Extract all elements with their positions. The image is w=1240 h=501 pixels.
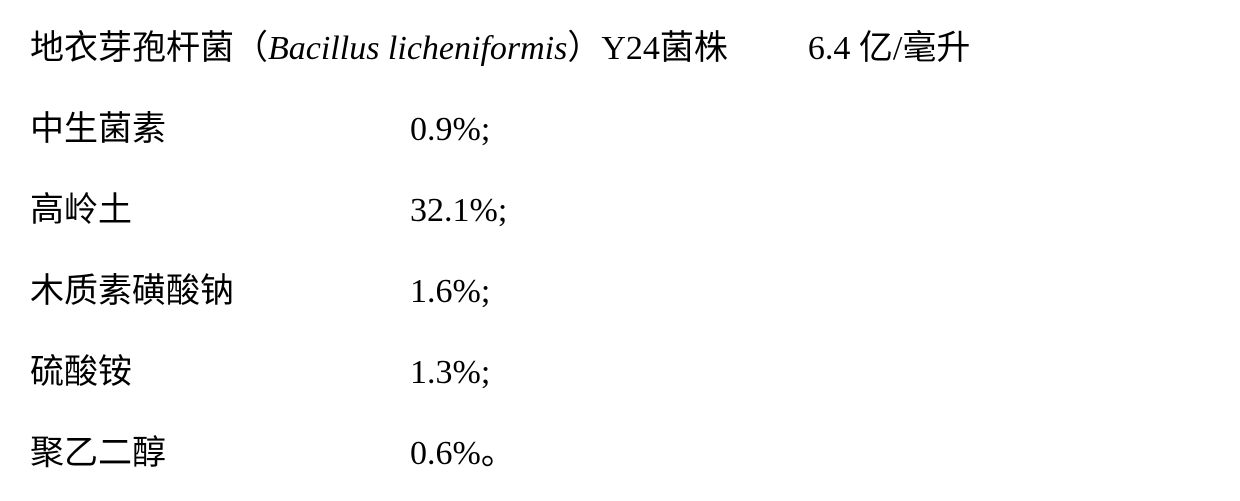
concentration-unit: 亿/毫升 <box>859 30 970 67</box>
strain-label: 菌株 <box>660 20 728 69</box>
ingredient-label: 硫酸铵 <box>30 344 410 393</box>
ingredient-label: 中生菌素 <box>30 101 410 150</box>
ingredient-label: 高岭土 <box>30 182 410 231</box>
ingredient-value: 32.1%; <box>410 192 507 230</box>
concentration-number: 6.4 <box>808 30 851 67</box>
ingredient-label: 聚乙二醇 <box>30 425 410 474</box>
ingredient-value: 0.9%; <box>410 111 490 149</box>
ingredient-value: 1.6%; <box>410 273 490 311</box>
name-prefix: 地衣芽孢杆菌（ <box>30 20 268 69</box>
strain-code: Y24 <box>601 30 660 68</box>
composition-list: 地衣芽孢杆菌（ Bacillus licheniformis ） Y24 菌株 … <box>30 20 1210 474</box>
name-latin: Bacillus licheniformis <box>268 30 567 68</box>
composition-row: 中生菌素 0.9%; <box>30 101 1210 150</box>
composition-row: 木质素磺酸钠 1.6%; <box>30 263 1210 312</box>
composition-row: 硫酸铵 1.3%; <box>30 344 1210 393</box>
name-suffix: ） <box>567 20 601 69</box>
ingredient-value: 0.6%。 <box>410 425 515 474</box>
bacteria-concentration: 6.4 亿/毫升 <box>808 20 970 69</box>
ingredient-value: 1.3%; <box>410 354 490 392</box>
composition-row: 聚乙二醇 0.6%。 <box>30 425 1210 474</box>
composition-row: 高岭土 32.1%; <box>30 182 1210 231</box>
bacteria-name: 地衣芽孢杆菌（ Bacillus licheniformis ） Y24 菌株 <box>30 20 728 69</box>
first-composition-row: 地衣芽孢杆菌（ Bacillus licheniformis ） Y24 菌株 … <box>30 20 1210 69</box>
ingredient-label: 木质素磺酸钠 <box>30 263 410 312</box>
